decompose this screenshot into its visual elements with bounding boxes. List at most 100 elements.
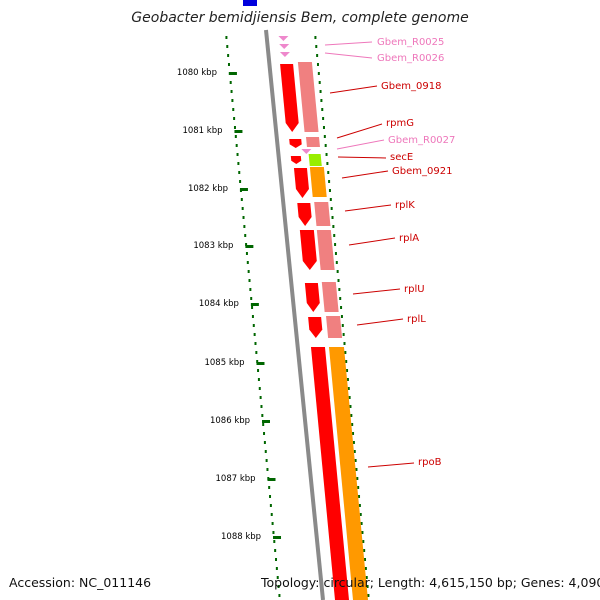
cds-arrow-inner — [290, 156, 302, 164]
kbp-ticks — [228, 72, 282, 539]
rna-feature-chevron — [301, 149, 312, 154]
gc-dot — [362, 540, 365, 543]
gc-dot — [248, 279, 251, 282]
gc-dot — [227, 63, 230, 66]
gc-dot — [321, 108, 324, 111]
gc-dot — [359, 513, 362, 516]
gc-dot — [258, 387, 261, 390]
gc-dot — [278, 594, 281, 597]
backbone-track — [243, 0, 325, 600]
gc-dot — [358, 504, 361, 507]
gc-dot — [340, 306, 343, 309]
gc-dot — [270, 513, 273, 516]
leader-rpll — [356, 318, 404, 326]
gc-dot — [339, 297, 342, 300]
gc-dot — [351, 423, 354, 426]
gc-dot — [330, 207, 333, 210]
gc-dot — [261, 414, 264, 417]
gc-dot — [344, 351, 347, 354]
gc-dot — [342, 333, 345, 336]
gc-dot — [360, 522, 363, 525]
gc-dot — [275, 567, 278, 570]
gc-dot — [364, 567, 367, 570]
gc-dot — [233, 126, 236, 129]
gc-dot — [314, 36, 317, 39]
gc-dot — [353, 450, 356, 453]
gc-dot — [266, 468, 269, 471]
gc-dot — [253, 333, 256, 336]
gc-dot — [352, 441, 355, 444]
gc-dot — [324, 144, 327, 147]
gc-dot — [271, 522, 274, 525]
leader-rplk — [344, 204, 392, 212]
gc-dot — [259, 396, 262, 399]
cds-bar-outer — [321, 282, 339, 312]
gc-dot — [232, 108, 235, 111]
kbp-label: 1087 kbp — [215, 474, 256, 484]
gc-dot — [265, 459, 268, 462]
gc-dot — [263, 441, 266, 444]
cds-bar-outer — [297, 62, 319, 132]
gc-dot — [350, 414, 353, 417]
leader-gbem-r0027 — [336, 139, 385, 150]
gc-content-dots — [225, 36, 370, 597]
gc-dot — [358, 495, 361, 498]
gc-dot — [233, 117, 236, 120]
leader-gbem-0918 — [329, 85, 378, 94]
gc-dot — [331, 216, 334, 219]
cds-arrow-inner — [280, 64, 299, 132]
gc-dot — [316, 63, 319, 66]
genome-title: Geobacter bemidjiensis Bem, complete gen… — [131, 10, 469, 26]
cds-arrow-inner — [297, 203, 312, 226]
gc-dot — [245, 252, 248, 255]
gc-dot — [257, 378, 260, 381]
kbp-tick — [234, 130, 243, 133]
gc-dot — [322, 117, 325, 120]
gc-dot — [256, 360, 259, 363]
gc-dot — [335, 261, 338, 264]
gc-dot — [345, 360, 348, 363]
gc-dot — [235, 144, 238, 147]
gene-label-rplk: rplK — [395, 200, 415, 211]
cds-bar-outer — [326, 316, 343, 338]
leader-rpmg — [336, 123, 383, 139]
gc-dot — [322, 126, 325, 129]
gc-dot — [274, 549, 277, 552]
gene-label-rplu: rplU — [404, 284, 425, 295]
kbp-label: 1083 kbp — [193, 241, 234, 251]
leader-rpla — [348, 237, 396, 246]
cds-arrow-inner — [304, 283, 320, 312]
gc-dot — [227, 54, 230, 57]
gc-dot — [337, 279, 340, 282]
kbp-tick — [261, 420, 270, 423]
cds-bar-outer — [309, 167, 327, 197]
accession-text: Accession: NC_011146 — [9, 575, 152, 590]
gc-dot — [349, 405, 352, 408]
gc-dot — [247, 270, 250, 273]
cds-bar-outer — [314, 202, 331, 226]
gc-dot — [364, 558, 367, 561]
gc-dot — [246, 261, 249, 264]
gc-dot — [346, 369, 349, 372]
gc-dot — [328, 189, 331, 192]
gc-dot — [334, 243, 337, 246]
gc-dot — [354, 459, 357, 462]
gc-dot — [252, 324, 255, 327]
gc-dot — [277, 585, 280, 588]
gene-label-rpob: rpoB — [418, 457, 442, 468]
gc-dot — [329, 198, 332, 201]
gc-dot — [336, 270, 339, 273]
gc-dot — [348, 396, 351, 399]
cds-arrow-inner — [293, 168, 309, 198]
cds-bar-outer — [308, 154, 322, 166]
kbp-tick — [256, 362, 265, 365]
gc-dot — [269, 504, 272, 507]
gc-dot — [262, 423, 265, 426]
gc-dot — [326, 162, 329, 165]
blue-feature-block — [243, 0, 257, 6]
gc-dot — [236, 153, 239, 156]
gc-dot — [319, 90, 322, 93]
cds-bar-outer — [316, 230, 335, 270]
gc-dot — [356, 477, 359, 480]
